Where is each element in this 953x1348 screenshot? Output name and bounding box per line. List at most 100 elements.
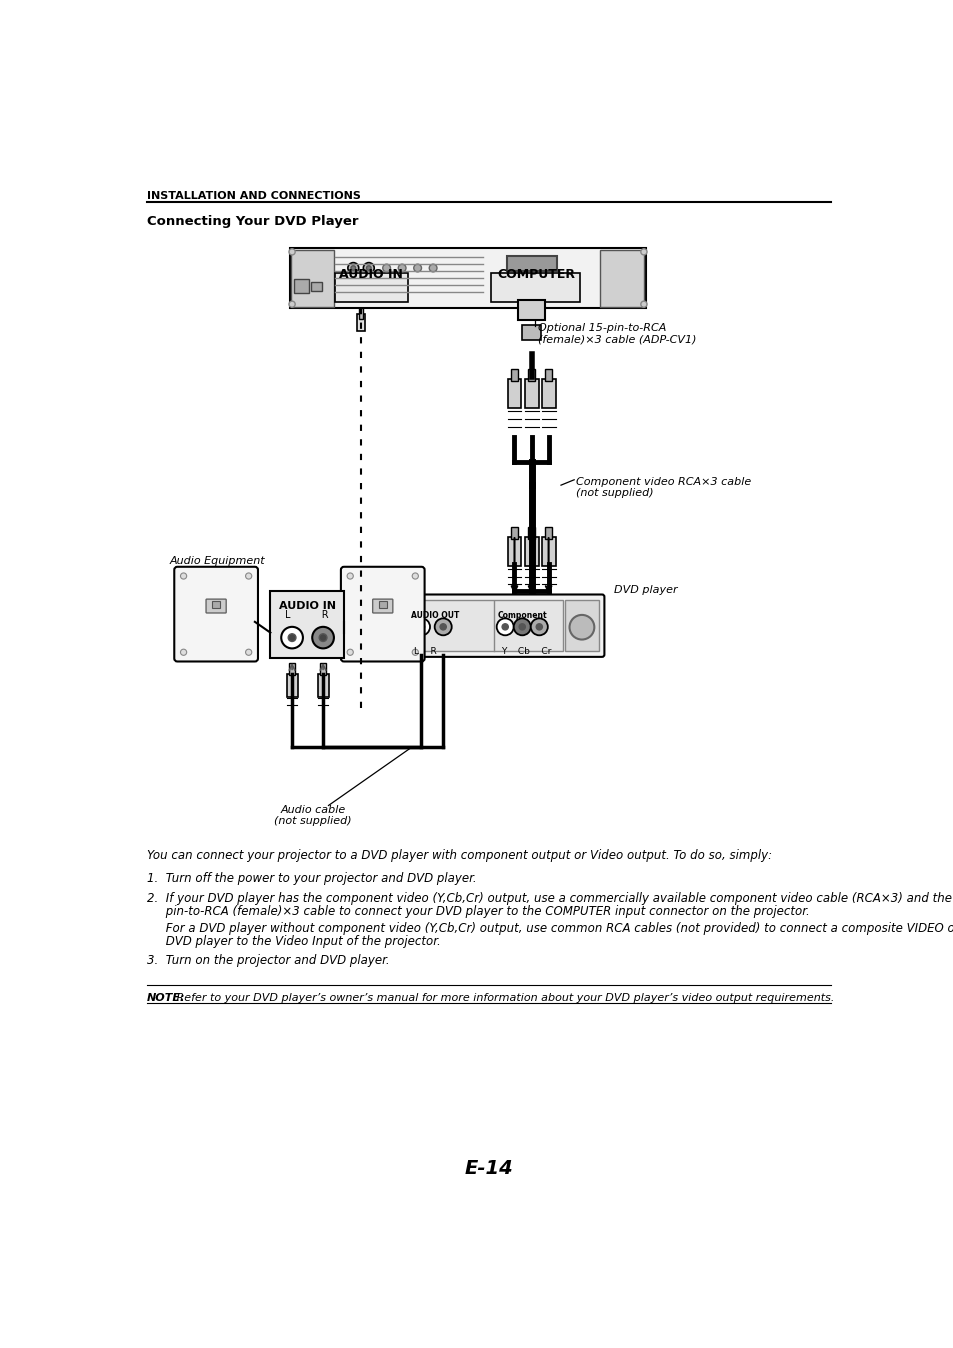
- Text: NOTE:: NOTE:: [147, 992, 186, 1003]
- Circle shape: [418, 624, 424, 630]
- Circle shape: [180, 573, 187, 580]
- Circle shape: [351, 266, 355, 271]
- Bar: [286, 674, 297, 697]
- Text: INSTALLATION AND CONNECTIONS: INSTALLATION AND CONNECTIONS: [147, 191, 360, 201]
- Bar: [311, 282, 322, 291]
- Text: Audio cable: Audio cable: [280, 805, 345, 814]
- Circle shape: [363, 263, 374, 274]
- Circle shape: [289, 249, 294, 255]
- Circle shape: [319, 634, 327, 642]
- Circle shape: [180, 650, 187, 655]
- Bar: [510, 527, 517, 539]
- Text: (not supplied): (not supplied): [576, 488, 654, 499]
- Text: Component video RCA×3 cable: Component video RCA×3 cable: [576, 477, 751, 488]
- Text: 1.  Turn off the power to your projector and DVD player.: 1. Turn off the power to your projector …: [147, 872, 476, 886]
- Text: pin-to-RCA (female)×3 cable to connect your DVD player to the COMPUTER input con: pin-to-RCA (female)×3 cable to connect y…: [147, 905, 809, 918]
- Circle shape: [530, 619, 547, 635]
- Circle shape: [347, 650, 353, 655]
- Bar: [291, 249, 334, 306]
- Circle shape: [397, 264, 406, 272]
- Bar: [358, 309, 363, 319]
- Bar: [544, 527, 552, 539]
- FancyBboxPatch shape: [402, 594, 604, 656]
- Circle shape: [312, 627, 334, 648]
- Circle shape: [536, 624, 542, 630]
- Circle shape: [347, 573, 353, 580]
- Circle shape: [640, 301, 646, 307]
- Bar: [290, 248, 645, 309]
- Bar: [507, 379, 521, 408]
- Circle shape: [412, 650, 418, 655]
- Bar: [356, 314, 365, 332]
- FancyBboxPatch shape: [491, 272, 579, 302]
- Text: AUDIO IN: AUDIO IN: [339, 268, 402, 280]
- Text: Audio Equipment: Audio Equipment: [170, 555, 265, 566]
- Text: You can connect your projector to a DVD player with component output or Video ou: You can connect your projector to a DVD …: [147, 849, 772, 863]
- Bar: [506, 256, 557, 271]
- Text: 2.  If your DVD player has the component video (Y,Cb,Cr) output, use a commercia: 2. If your DVD player has the component …: [147, 892, 953, 905]
- Circle shape: [414, 264, 421, 272]
- Text: For a DVD player without component video (Y,Cb,Cr) output, use common RCA cables: For a DVD player without component video…: [147, 922, 953, 934]
- Text: (female)×3 cable (ADP-CV1): (female)×3 cable (ADP-CV1): [537, 334, 696, 344]
- Bar: [599, 249, 643, 306]
- Circle shape: [513, 619, 530, 635]
- Text: L    R: L R: [414, 647, 436, 656]
- Text: Connecting Your DVD Player: Connecting Your DVD Player: [147, 216, 358, 228]
- Bar: [378, 601, 386, 608]
- Text: (not supplied): (not supplied): [274, 817, 352, 826]
- Text: Component: Component: [497, 612, 546, 620]
- FancyBboxPatch shape: [335, 272, 408, 302]
- Circle shape: [288, 634, 295, 642]
- FancyBboxPatch shape: [206, 599, 226, 613]
- Circle shape: [281, 627, 303, 648]
- Bar: [289, 663, 294, 675]
- Bar: [527, 369, 535, 381]
- Circle shape: [245, 573, 252, 580]
- Bar: [527, 527, 535, 539]
- Bar: [541, 537, 555, 566]
- Bar: [317, 674, 328, 697]
- Bar: [408, 600, 562, 651]
- Text: DVD player: DVD player: [613, 585, 677, 596]
- FancyBboxPatch shape: [373, 599, 393, 613]
- Circle shape: [413, 619, 430, 635]
- Text: COMPUTER: COMPUTER: [497, 268, 575, 280]
- Bar: [564, 600, 598, 651]
- FancyBboxPatch shape: [340, 566, 424, 662]
- Circle shape: [366, 266, 371, 271]
- Text: DVD player to the Video Input of the projector.: DVD player to the Video Input of the pro…: [147, 936, 440, 948]
- Circle shape: [429, 264, 436, 272]
- Circle shape: [497, 619, 513, 635]
- Circle shape: [412, 573, 418, 580]
- Bar: [524, 379, 537, 408]
- Text: L          R: L R: [285, 609, 329, 620]
- Text: Y    Cb    Cr: Y Cb Cr: [500, 647, 551, 656]
- Bar: [507, 537, 521, 566]
- Bar: [541, 379, 555, 408]
- Circle shape: [245, 650, 252, 655]
- Text: E-14: E-14: [464, 1159, 513, 1178]
- Circle shape: [439, 624, 446, 630]
- FancyBboxPatch shape: [270, 592, 344, 658]
- Bar: [212, 601, 220, 608]
- FancyBboxPatch shape: [174, 566, 257, 662]
- Circle shape: [640, 249, 646, 255]
- Text: 3.  Turn on the projector and DVD player.: 3. Turn on the projector and DVD player.: [147, 954, 390, 967]
- Circle shape: [569, 615, 594, 639]
- Circle shape: [382, 264, 390, 272]
- Circle shape: [518, 624, 525, 630]
- Circle shape: [289, 301, 294, 307]
- Circle shape: [435, 619, 452, 635]
- Bar: [517, 301, 545, 319]
- Bar: [294, 279, 309, 293]
- Bar: [521, 325, 540, 341]
- Text: Optional 15-pin-to-RCA: Optional 15-pin-to-RCA: [537, 324, 665, 333]
- Circle shape: [501, 624, 508, 630]
- Bar: [544, 369, 552, 381]
- Bar: [319, 663, 326, 675]
- Text: AUDIO IN: AUDIO IN: [278, 601, 335, 611]
- Bar: [510, 369, 517, 381]
- Text: AUDIO OUT: AUDIO OUT: [410, 612, 458, 620]
- Text: Refer to your DVD player’s owner’s manual for more information about your DVD pl: Refer to your DVD player’s owner’s manua…: [173, 992, 834, 1003]
- Circle shape: [348, 263, 358, 274]
